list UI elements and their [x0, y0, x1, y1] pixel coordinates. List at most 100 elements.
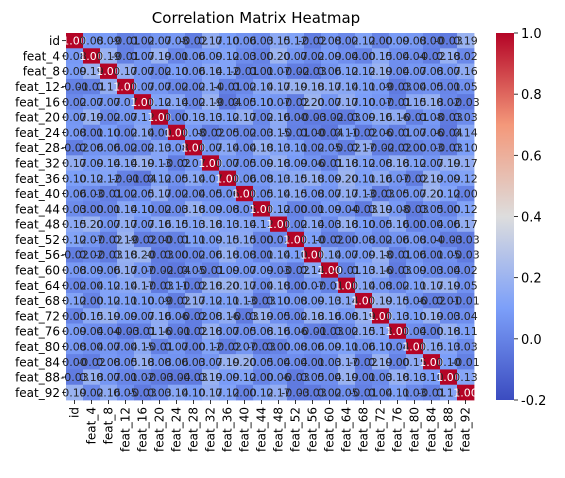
cell-annotation: 0.02 [283, 310, 308, 323]
heatmap-cell [219, 323, 237, 340]
heatmap-cell [457, 124, 475, 141]
cell-annotation: -0.03 [332, 111, 360, 124]
cell-annotation: 0.04 [79, 279, 104, 292]
heatmap-cell [185, 155, 203, 172]
cell-annotation: 0.08 [79, 35, 104, 48]
heatmap-cell [270, 338, 288, 355]
cell-annotation: 0.07 [266, 65, 291, 78]
cell-annotation: 0.13 [385, 310, 410, 323]
cell-annotation: 0.19 [198, 96, 223, 109]
heatmap-cell [202, 201, 220, 217]
heatmap-cell [355, 384, 373, 401]
cell-annotation: 1.00 [283, 233, 308, 246]
heatmap-cell [117, 78, 135, 95]
cell-annotation: 0.19 [368, 65, 393, 78]
cell-annotation: 0.16 [368, 264, 393, 277]
heatmap-cell [185, 170, 203, 187]
heatmap-cell [134, 63, 152, 80]
cell-annotation: 1.00 [215, 172, 240, 185]
col-tick-label: feat_88 [442, 407, 456, 452]
cell-annotation: 0.07 [402, 188, 427, 201]
heatmap-cell [185, 94, 203, 110]
cell-annotation: -0.03 [434, 35, 462, 48]
cell-annotation: 0.17 [113, 264, 138, 277]
cell-annotation: 0.15 [266, 126, 291, 139]
heatmap-cell [406, 277, 424, 294]
row-tick-label: feat_36 [15, 172, 60, 186]
cell-annotation: 0.12 [198, 340, 223, 353]
heatmap-cell [202, 78, 220, 95]
cell-annotation: 0.04 [79, 325, 104, 338]
heatmap-cell [117, 338, 135, 355]
heatmap-cell [66, 124, 84, 141]
cell-annotation: 0.06 [215, 188, 240, 201]
heatmap-cell [219, 201, 237, 217]
cell-annotation: 0.01 [164, 50, 189, 63]
heatmap-cell [304, 63, 322, 80]
heatmap-cell [202, 63, 220, 80]
cell-annotation: -0.01 [230, 65, 258, 78]
heatmap-cell [389, 354, 407, 370]
cell-annotation: 0.17 [453, 218, 478, 231]
col-tick-label: feat_76 [391, 407, 405, 452]
cell-annotation: 0.11 [215, 295, 240, 308]
cell-annotation: 0.03 [453, 340, 478, 353]
cell-annotation: 0.00 [283, 203, 308, 216]
heatmap-cell [287, 48, 305, 64]
cell-annotation: 0.02 [181, 96, 206, 109]
cell-annotation: 0.13 [215, 218, 240, 231]
cell-annotation: 0.18 [385, 157, 410, 170]
cell-annotation: 0.04 [181, 188, 206, 201]
heatmap-cell [406, 109, 424, 126]
heatmap-cell [287, 216, 305, 233]
cell-annotation: 0.07 [130, 218, 155, 231]
cell-annotation: 0.07 [300, 279, 325, 292]
heatmap-cell [83, 201, 101, 217]
cell-annotation: 0.14 [232, 218, 257, 231]
cell-annotation: 0.12 [96, 279, 121, 292]
cell-annotation: 0.15 [385, 295, 410, 308]
cell-annotation: -0.02 [281, 96, 309, 109]
heatmap-cell [372, 124, 390, 141]
col-tick-label: feat_44 [255, 407, 269, 452]
cell-annotation: 0.02 [113, 142, 138, 155]
heatmap-cell [270, 231, 288, 248]
cell-annotation: 0.08 [96, 356, 121, 369]
heatmap-cell [457, 247, 475, 263]
cell-annotation: 1.00 [317, 264, 342, 277]
colorbar: -0.2 0.0 0.2 0.4 0.6 0.8 1.0 [496, 27, 546, 409]
cell-annotation: 0.06 [164, 356, 189, 369]
cell-annotation: 0.14 [266, 188, 291, 201]
heatmap-cell [151, 201, 169, 217]
cell-annotation: -0.02 [281, 65, 309, 78]
heatmap-cell [304, 140, 322, 156]
cell-annotation: 1.00 [453, 386, 478, 399]
heatmap-cell [151, 48, 169, 64]
cell-annotation: 0.08 [368, 279, 393, 292]
cell-annotation: 1.00 [130, 96, 155, 109]
heatmap-cell [219, 292, 237, 309]
cell-annotation: -0.01 [281, 126, 309, 139]
cell-annotation: -0.01 [451, 295, 479, 308]
heatmap-cell [287, 185, 305, 202]
heatmap-cell [151, 277, 169, 294]
heatmap-cell [355, 109, 373, 126]
cell-annotation: 0.05 [232, 96, 257, 109]
heatmap-cell [321, 338, 339, 355]
cell-annotation: 0.14 [113, 279, 138, 292]
cell-annotation: 1.00 [62, 35, 87, 48]
heatmap-cell [440, 201, 458, 217]
cell-annotation: 0.06 [181, 50, 206, 63]
heatmap-cell [423, 323, 441, 340]
heatmap-cell [253, 277, 271, 294]
chart-title: Correlation Matrix Heatmap [152, 9, 360, 27]
heatmap-cell [457, 94, 475, 110]
heatmap-cell [304, 277, 322, 294]
heatmap-cell [100, 124, 118, 141]
heatmap-cell [253, 33, 271, 49]
row-tick-label: feat_92 [15, 386, 60, 400]
colorbar-tick-label: 0.4 [521, 211, 542, 226]
cell-annotation: 0.12 [351, 157, 376, 170]
cell-annotation: 0.14 [164, 96, 189, 109]
heatmap-cell [185, 201, 203, 217]
